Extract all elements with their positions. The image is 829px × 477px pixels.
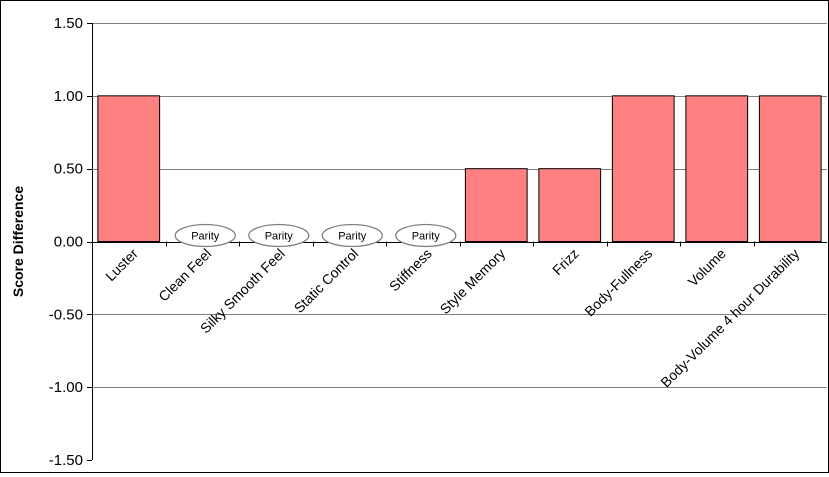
y-tick-label: -1.50 bbox=[49, 452, 83, 469]
y-tick-label: 0.50 bbox=[54, 161, 83, 178]
bar bbox=[464, 168, 528, 243]
y-tick-labels: 1.50 1.00 0.50 0.00 -0.50 -1.00 -1.50 bbox=[49, 15, 92, 469]
parity-label: Parity bbox=[338, 231, 367, 243]
parity-ellipse bbox=[248, 223, 310, 248]
category-label: Stiffness bbox=[386, 245, 435, 294]
parity-label: Parity bbox=[412, 231, 441, 243]
parity-label: Parity bbox=[265, 231, 294, 243]
annotations: Parity Parity Parity Parity bbox=[174, 223, 457, 248]
category-label: Volume bbox=[685, 245, 729, 289]
y-axis-label: Score Difference bbox=[10, 186, 26, 297]
bar bbox=[538, 168, 602, 243]
category-label: Static Control bbox=[291, 245, 362, 316]
y-tick-label: 1.00 bbox=[54, 88, 83, 105]
y-tick-label: 1.50 bbox=[54, 15, 83, 32]
parity-ellipse bbox=[395, 223, 457, 248]
bars bbox=[97, 95, 822, 243]
category-label: Body-Fullness bbox=[581, 245, 655, 319]
bar bbox=[685, 95, 749, 243]
parity-annotation: Parity bbox=[395, 223, 457, 248]
parity-annotation: Parity bbox=[174, 223, 236, 248]
category-label: Style Memory bbox=[437, 245, 509, 317]
category-label: Luster bbox=[102, 245, 141, 284]
bar bbox=[758, 95, 822, 243]
category-label: Body-Volume 4 hour Durability bbox=[657, 245, 802, 390]
parity-ellipse bbox=[174, 223, 236, 248]
category-label: Clean Feel bbox=[155, 245, 214, 304]
parity-label: Parity bbox=[191, 231, 220, 243]
bar bbox=[611, 95, 675, 243]
y-tick-label: -1.00 bbox=[49, 379, 83, 396]
parity-annotation: Parity bbox=[321, 223, 383, 248]
bar bbox=[97, 95, 161, 243]
parity-ellipse bbox=[321, 223, 383, 248]
y-tick-label: -0.50 bbox=[49, 306, 83, 323]
category-label: Frizz bbox=[549, 245, 582, 278]
parity-annotation: Parity bbox=[248, 223, 310, 248]
y-tick-label: 0.00 bbox=[54, 234, 83, 251]
